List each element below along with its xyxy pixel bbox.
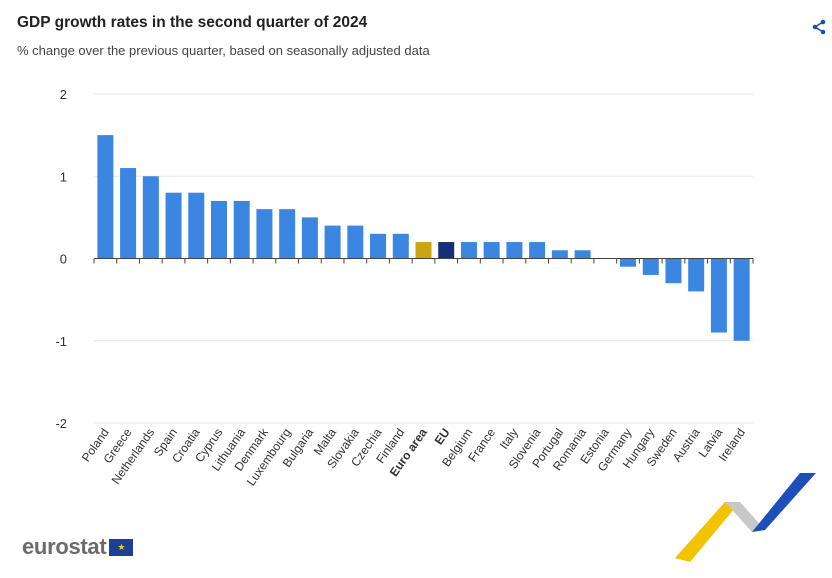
bar-bulgaria [301,217,318,259]
y-tick-label: -2 [55,416,67,431]
bar-germany [620,258,637,267]
logo-text: eurostat [22,534,107,559]
bar-netherlands [142,176,159,259]
share-icon[interactable] [810,18,828,36]
y-tick-label: 2 [60,87,67,102]
bar-czechia [370,233,387,259]
y-tick-label: 1 [60,169,67,184]
bar-italy [506,242,523,259]
bar-slovenia [529,242,546,259]
bar-spain [165,192,182,259]
bar-france [483,242,500,259]
bar-finland [392,233,409,259]
bar-austria [688,258,705,292]
chart-subtitle: % change over the previous quarter, base… [17,43,430,58]
bar-euro-area [415,242,432,259]
bar-luxembourg [279,209,296,259]
bar-portugal [551,250,568,259]
bar-latvia [710,258,727,333]
chart-title: GDP growth rates in the second quarter o… [17,14,368,31]
y-tick-label: 0 [60,252,67,267]
bar-belgium [460,242,477,259]
eurostat-logo: eurostat ★ [22,534,134,560]
bar-cyprus [210,200,227,259]
bar-croatia [188,192,205,259]
bar-eu [438,242,455,259]
y-tick-label: -1 [55,334,67,349]
bar-hungary [642,258,659,275]
bar-denmark [256,209,273,259]
eu-flag-icon: ★ [109,538,134,556]
bar-romania [574,250,591,259]
bar-sweden [665,258,682,284]
x-tick-label: EU [432,426,453,448]
bar-malta [324,225,341,259]
decorative-swoosh [675,473,816,562]
bar-poland [97,135,114,259]
bar-lithuania [233,200,250,259]
bar-slovakia [347,225,364,259]
bar-greece [120,168,137,259]
bar-ireland [733,258,750,341]
